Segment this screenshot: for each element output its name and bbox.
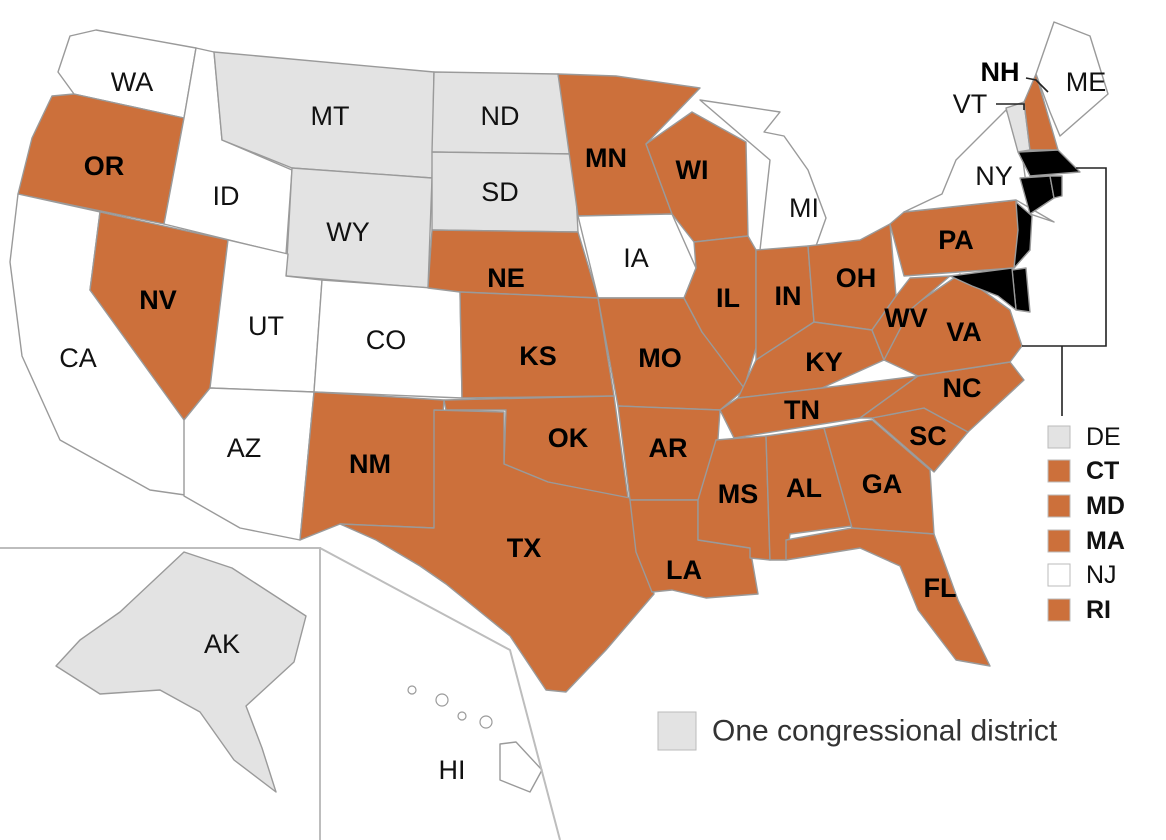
small-state-label: NJ — [1086, 561, 1117, 589]
small-state-item: MD — [1047, 492, 1125, 520]
small-state-item: RI — [1047, 596, 1111, 624]
label-OK: OK — [548, 423, 589, 453]
small-state-item: CT — [1047, 457, 1119, 485]
label-MO: MO — [638, 343, 682, 373]
map-legend: One congressional district — [657, 711, 1058, 751]
state-MI — [699, 99, 827, 251]
label-NV: NV — [139, 285, 177, 315]
label-KY: KY — [805, 347, 843, 377]
label-ME: ME — [1066, 67, 1107, 97]
leader-line-nh — [1025, 77, 1049, 93]
label-NE: NE — [487, 263, 525, 293]
state-MA — [1017, 149, 1081, 177]
small-state-swatch — [1047, 494, 1071, 518]
leader-line-small-states — [1022, 167, 1107, 416]
small-state-swatch — [1047, 529, 1071, 553]
small-state-item: MA — [1047, 527, 1125, 555]
state-MD — [949, 267, 1017, 311]
label-NY: NY — [975, 161, 1013, 191]
label-GA: GA — [862, 469, 903, 499]
label-AK: AK — [204, 629, 240, 659]
label-KS: KS — [519, 341, 557, 371]
label-LA: LA — [666, 555, 702, 585]
state-FL — [785, 527, 991, 667]
small-state-swatch — [1047, 425, 1071, 449]
small-state-item: DE — [1047, 423, 1121, 451]
label-WI: WI — [676, 155, 709, 185]
label-NM: NM — [349, 449, 391, 479]
label-OR: OR — [84, 151, 125, 181]
label-OH: OH — [836, 263, 877, 293]
label-SC: SC — [909, 421, 947, 451]
small-state-label: RI — [1086, 596, 1111, 624]
label-NC: NC — [943, 373, 982, 403]
label-IA: IA — [623, 243, 649, 273]
small-state-item: NJ — [1047, 561, 1117, 589]
inset-border — [0, 547, 561, 840]
state-AZ — [183, 387, 315, 541]
label-CA: CA — [59, 343, 97, 373]
label-ID: ID — [213, 181, 240, 211]
label-TX: TX — [507, 533, 542, 563]
label-TN: TN — [784, 395, 820, 425]
label-VT: VT — [953, 89, 988, 119]
state-ME — [1035, 21, 1109, 137]
state-GA — [823, 419, 935, 535]
legend-label: One congressional district — [712, 715, 1058, 748]
small-state-label: DE — [1086, 423, 1121, 451]
label-AL: AL — [786, 473, 822, 503]
label-SD: SD — [481, 177, 519, 207]
label-AR: AR — [649, 433, 688, 463]
label-MT: MT — [311, 101, 350, 131]
label-NH: NH — [981, 57, 1020, 87]
small-states-legend: DE CT MD MA NJ RI — [1047, 423, 1125, 624]
state-AK — [55, 551, 307, 793]
state-HI — [499, 741, 543, 793]
state-CT — [1019, 175, 1055, 215]
label-HI: HI — [439, 755, 466, 785]
small-state-swatch — [1047, 459, 1071, 483]
label-MS: MS — [718, 479, 759, 509]
hawaii-islands — [407, 685, 493, 729]
state-TX — [339, 409, 655, 693]
label-WV: WV — [884, 303, 928, 333]
small-state-label: MA — [1086, 527, 1125, 555]
label-MI: MI — [789, 193, 819, 223]
label-ND: ND — [481, 101, 520, 131]
legend-swatch — [657, 711, 697, 751]
label-IL: IL — [716, 283, 740, 313]
state-NJ — [1013, 201, 1033, 269]
label-WY: WY — [326, 217, 370, 247]
label-PA: PA — [938, 225, 974, 255]
small-state-label: CT — [1086, 457, 1119, 485]
small-state-label: MD — [1086, 492, 1125, 520]
label-FL: FL — [924, 573, 957, 603]
state-RI — [1049, 175, 1063, 199]
leader-line-vt — [996, 103, 1025, 110]
small-state-swatch — [1047, 563, 1071, 587]
label-IN: IN — [775, 281, 802, 311]
label-WA: WA — [111, 67, 154, 97]
label-VA: VA — [946, 317, 982, 347]
label-UT: UT — [248, 311, 284, 341]
label-AZ: AZ — [227, 433, 262, 463]
small-state-swatch — [1047, 598, 1071, 622]
label-CO: CO — [366, 325, 407, 355]
label-MN: MN — [585, 143, 627, 173]
